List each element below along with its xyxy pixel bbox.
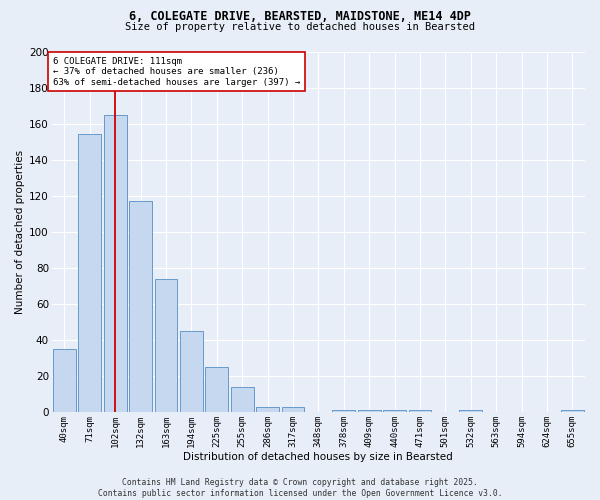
Bar: [53, 349, 76, 412]
Text: 6 COLEGATE DRIVE: 111sqm
← 37% of detached houses are smaller (236)
63% of semi-: 6 COLEGATE DRIVE: 111sqm ← 37% of detach…: [53, 57, 300, 86]
Bar: [79, 134, 101, 412]
X-axis label: Distribution of detached houses by size in Bearsted: Distribution of detached houses by size …: [184, 452, 453, 462]
Bar: [459, 410, 482, 412]
Bar: [256, 406, 279, 412]
Text: 6, COLEGATE DRIVE, BEARSTED, MAIDSTONE, ME14 4DP: 6, COLEGATE DRIVE, BEARSTED, MAIDSTONE, …: [129, 10, 471, 23]
Bar: [383, 410, 406, 412]
Bar: [155, 278, 178, 412]
Bar: [129, 201, 152, 412]
Bar: [409, 410, 431, 412]
Text: Size of property relative to detached houses in Bearsted: Size of property relative to detached ho…: [125, 22, 475, 32]
Bar: [180, 331, 203, 412]
Y-axis label: Number of detached properties: Number of detached properties: [15, 150, 25, 314]
Bar: [104, 114, 127, 412]
Bar: [358, 410, 380, 412]
Bar: [561, 410, 584, 412]
Bar: [281, 406, 304, 412]
Bar: [332, 410, 355, 412]
Text: Contains HM Land Registry data © Crown copyright and database right 2025.
Contai: Contains HM Land Registry data © Crown c…: [98, 478, 502, 498]
Bar: [205, 367, 228, 412]
Bar: [231, 386, 254, 412]
